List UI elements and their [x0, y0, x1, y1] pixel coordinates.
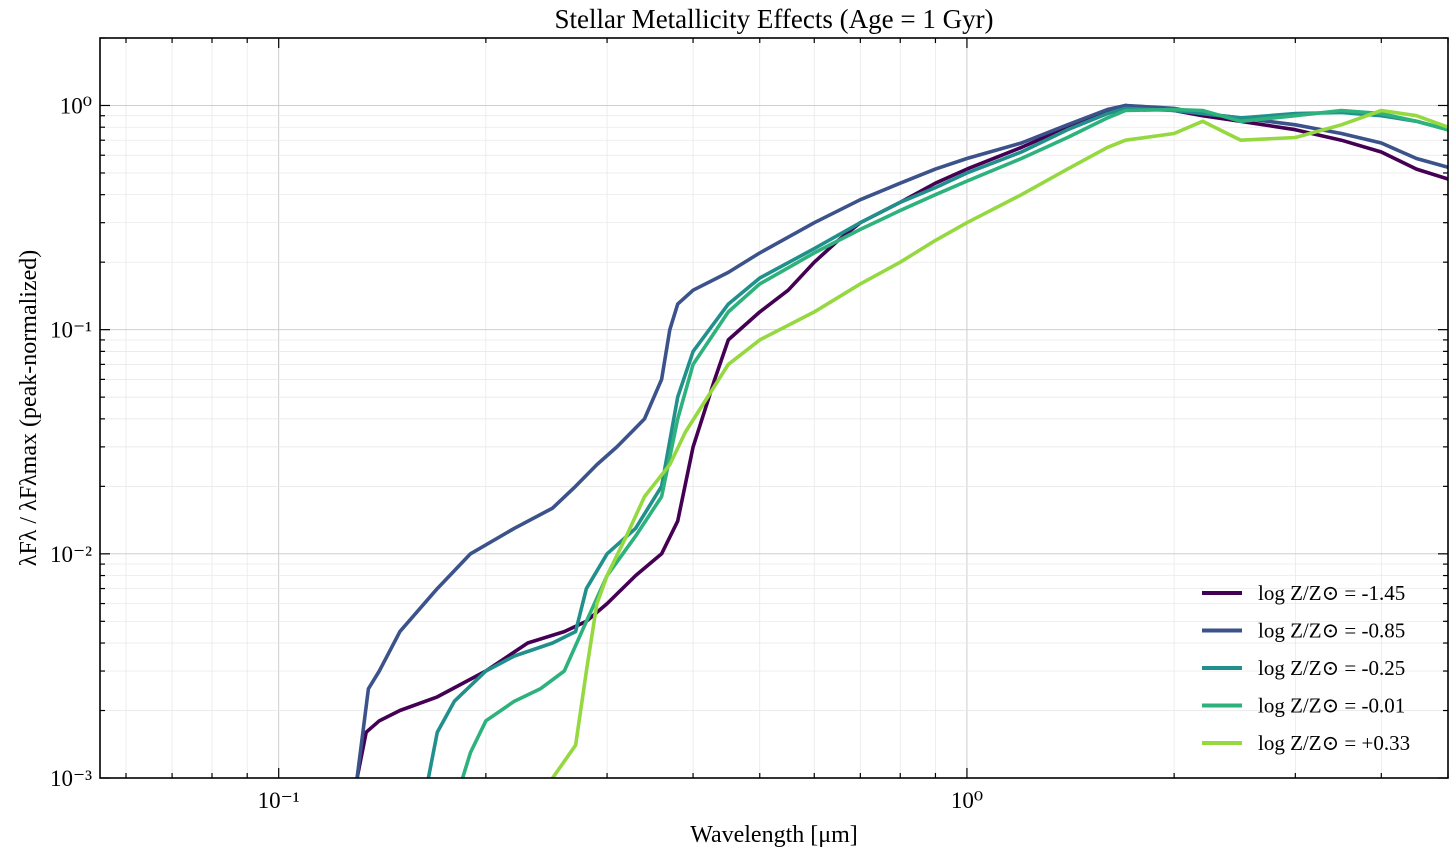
legend-label-1: log Z/Z⊙ = -0.85: [1258, 619, 1405, 643]
x-tick-labels: 10⁻¹ 10⁰: [258, 788, 983, 813]
chart-title: Stellar Metallicity Effects (Age = 1 Gyr…: [554, 4, 993, 34]
axis-ticks: [100, 37, 1449, 779]
series-line-0: [355, 103, 1448, 778]
series-line-3: [460, 107, 1448, 778]
y-tick-label: 10⁻²: [50, 542, 92, 567]
x-tick-label: 10⁰: [951, 788, 983, 813]
series-line-2: [426, 106, 1448, 778]
x-tick-label: 10⁻¹: [258, 788, 300, 813]
plot-frame: [99, 37, 1449, 779]
y-tick-label: 10⁻¹: [50, 318, 92, 343]
series-layer: [355, 103, 1448, 778]
y-axis-label: λFλ / λFλmax (peak-normalized): [16, 250, 42, 566]
legend-label-0: log Z/Z⊙ = -1.45: [1258, 581, 1405, 605]
y-tick-label: 10⁻³: [50, 766, 92, 791]
x-axis-label: Wavelength [μm]: [690, 822, 858, 848]
series-line-4: [550, 108, 1448, 778]
grid: [100, 37, 1449, 779]
legend-label-2: log Z/Z⊙ = -0.25: [1258, 656, 1405, 680]
legend-label-3: log Z/Z⊙ = -0.01: [1258, 694, 1405, 718]
legend: log Z/Z⊙ = -1.45 log Z/Z⊙ = -0.85 log Z/Z⊙…: [1202, 581, 1410, 755]
legend-label-4: log Z/Z⊙ = +0.33: [1258, 731, 1410, 755]
y-tick-labels: 10⁻³ 10⁻² 10⁻¹ 10⁰: [50, 93, 92, 791]
y-tick-label: 10⁰: [60, 93, 92, 118]
